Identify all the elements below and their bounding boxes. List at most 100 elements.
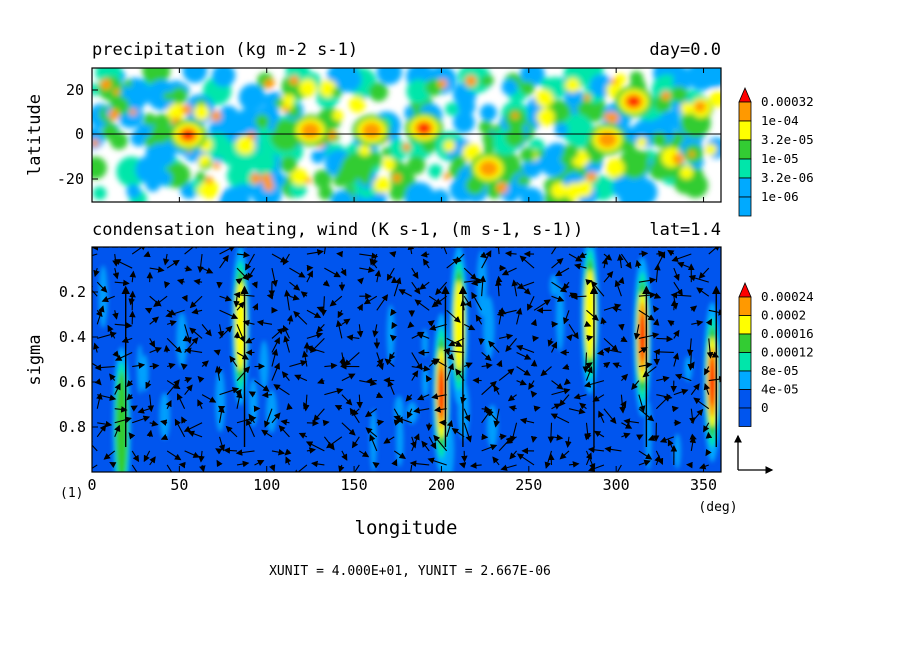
wind-vector bbox=[163, 281, 171, 289]
wind-vector bbox=[346, 334, 360, 341]
wind-vector bbox=[411, 365, 431, 372]
wind-vector bbox=[248, 391, 256, 398]
wind-vector bbox=[282, 253, 290, 266]
wind-vector bbox=[271, 348, 279, 367]
precip-cell bbox=[205, 176, 213, 185]
wind-vector bbox=[620, 335, 628, 343]
wind-vector bbox=[341, 373, 356, 382]
wind-vector bbox=[638, 459, 651, 466]
wind-vector bbox=[166, 259, 180, 269]
wind-vector bbox=[515, 307, 523, 325]
precip-cell bbox=[211, 68, 236, 88]
heating-cell bbox=[549, 274, 558, 297]
wind-vector bbox=[271, 448, 286, 456]
wind-vector bbox=[306, 249, 324, 256]
wind-vector bbox=[603, 253, 613, 261]
wind-vector bbox=[201, 394, 217, 403]
wind-vector bbox=[189, 327, 203, 339]
precip-cell bbox=[517, 175, 527, 186]
heating-cell bbox=[421, 365, 429, 398]
wind-vector bbox=[96, 281, 108, 293]
precip-cell bbox=[330, 190, 354, 202]
wind-vector bbox=[236, 391, 243, 409]
wind-vector bbox=[708, 247, 721, 255]
precip-cell bbox=[535, 89, 554, 108]
precip-cell bbox=[108, 109, 120, 120]
wind-vector bbox=[278, 425, 290, 438]
heating-y-ticks: 0.2 0.4 0.6 0.8 bbox=[59, 283, 98, 436]
wind-vector bbox=[414, 299, 430, 311]
precip-cell bbox=[519, 147, 535, 163]
wind-vector bbox=[341, 394, 353, 406]
wind-vector bbox=[486, 409, 500, 424]
wind-vector bbox=[149, 362, 160, 370]
wind-vector bbox=[356, 303, 363, 312]
precip-cell bbox=[217, 105, 240, 128]
precip-cell bbox=[170, 87, 188, 105]
precip-cell bbox=[406, 79, 431, 104]
wind-vector bbox=[393, 277, 402, 297]
wind-vector bbox=[128, 296, 135, 306]
wind-vector bbox=[519, 255, 535, 269]
wind-vector bbox=[585, 279, 593, 286]
wind-vector bbox=[132, 362, 146, 369]
precip-cell bbox=[428, 164, 443, 179]
wind-vector bbox=[563, 378, 571, 386]
wind-vector bbox=[603, 271, 614, 283]
wind-vector bbox=[107, 324, 116, 339]
precip-cell bbox=[92, 138, 99, 147]
wind-vector bbox=[126, 393, 134, 401]
wind-vector bbox=[356, 394, 364, 409]
wind-vector bbox=[218, 405, 225, 423]
frame-number-label: (1) bbox=[60, 486, 83, 501]
precip-title: precipitation (kg m-2 s-1) bbox=[92, 40, 358, 60]
wind-vector bbox=[603, 361, 611, 369]
wind-vector bbox=[579, 402, 587, 410]
wind-vector bbox=[516, 379, 527, 386]
wind-vector bbox=[601, 257, 609, 269]
precip-cell bbox=[164, 162, 191, 189]
precip-cell bbox=[540, 151, 566, 177]
wind-vector bbox=[197, 253, 204, 274]
wind-vector bbox=[596, 349, 605, 356]
precip-cell bbox=[101, 123, 119, 141]
wind-vector bbox=[516, 366, 531, 376]
wind-vector bbox=[673, 281, 683, 297]
wind-vector bbox=[674, 373, 692, 382]
precip-cell bbox=[618, 182, 650, 202]
precip-cell bbox=[540, 77, 554, 91]
precip-cell bbox=[649, 160, 670, 181]
wind-vector bbox=[584, 434, 592, 441]
wind-vector bbox=[509, 450, 517, 460]
colorbar-label: 0.0002 bbox=[761, 308, 806, 323]
heating-cell bbox=[136, 344, 143, 394]
wind-vector bbox=[93, 267, 100, 278]
wind-vector bbox=[498, 368, 515, 382]
wind-vector bbox=[182, 335, 190, 342]
wind-vector bbox=[218, 436, 226, 452]
wind-vector bbox=[431, 295, 448, 308]
precip-cell bbox=[520, 187, 544, 202]
heating-cell bbox=[483, 296, 495, 360]
colorbar-label: 3.2e-06 bbox=[761, 170, 814, 185]
wind-vector bbox=[131, 450, 140, 463]
wind-vector bbox=[691, 319, 704, 327]
wind-vector bbox=[583, 320, 592, 327]
wind-vector bbox=[413, 407, 430, 414]
precip-day-label: day=0.0 bbox=[649, 40, 721, 60]
wind-vector bbox=[166, 379, 180, 396]
precip-cell bbox=[289, 75, 300, 86]
wind-vector bbox=[198, 450, 205, 463]
wind-vector bbox=[655, 394, 671, 410]
wind-vector bbox=[443, 347, 465, 355]
colorbar-label: 0.00032 bbox=[761, 94, 814, 109]
wind-vector bbox=[638, 250, 649, 258]
wind-vector bbox=[298, 432, 308, 439]
colorbar-swatch bbox=[738, 389, 752, 409]
wind-vector bbox=[550, 413, 570, 424]
wind-vector bbox=[585, 366, 593, 381]
precip-cell bbox=[443, 140, 456, 152]
precip-cell bbox=[368, 82, 389, 102]
precip-cell bbox=[332, 110, 344, 121]
wind-vector bbox=[149, 346, 162, 354]
